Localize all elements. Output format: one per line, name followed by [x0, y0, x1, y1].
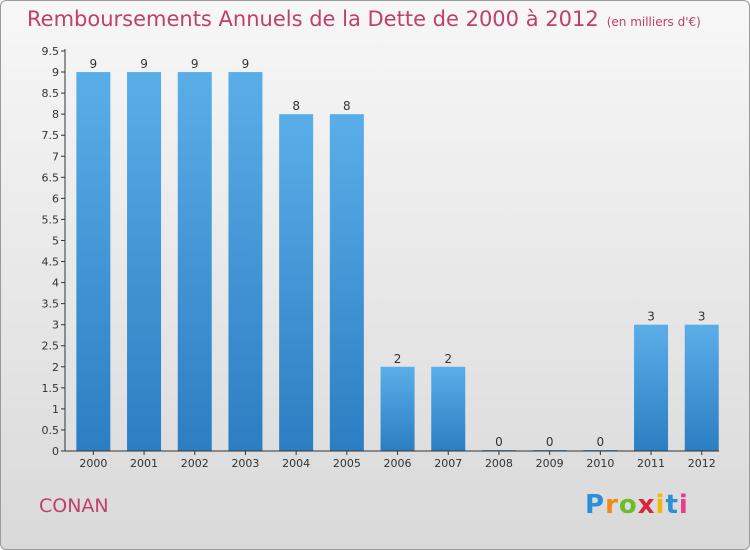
- x-tick-label-2011: 2011: [637, 457, 665, 470]
- y-tick-label: 7.5: [42, 129, 60, 142]
- data-label-2004: 8: [292, 99, 300, 113]
- x-tick-label-2007: 2007: [434, 457, 462, 470]
- data-label-2002: 9: [191, 57, 199, 71]
- y-tick-label: 4.5: [42, 256, 60, 269]
- y-tick-label: 1.5: [42, 382, 60, 395]
- bar-2001: [127, 72, 162, 451]
- data-label-2001: 9: [140, 57, 148, 71]
- y-tick-label: 9: [52, 66, 59, 79]
- data-label-2009: 0: [546, 435, 554, 449]
- bar-2004: [279, 114, 314, 451]
- y-tick-label: 3.5: [42, 298, 60, 311]
- city-name: CONAN: [39, 495, 109, 517]
- x-tick-label-2002: 2002: [181, 457, 209, 470]
- bar-2002: [177, 72, 212, 451]
- bar-2011: [634, 324, 669, 451]
- y-tick-label: 9.5: [42, 45, 60, 58]
- data-label-2011: 3: [647, 310, 655, 324]
- y-axis: 0 0.5 1 1.5 2 2.5 3 3.5 4 4.5 5 5.5 6 6.5 7 7.5 8 8.5 9 9.5: [42, 45, 66, 458]
- y-tick-label: 2: [52, 361, 59, 374]
- bars: 9 9 9 9 8 8 2 2 0 0 0 3 3: [76, 57, 719, 451]
- y-tick-label: 8.5: [42, 87, 60, 100]
- x-tick-label-2012: 2012: [688, 457, 716, 470]
- data-label-2005: 8: [343, 99, 351, 113]
- chart-title-text: Remboursements Annuels de la Dette de 20…: [27, 7, 599, 31]
- data-label-2008: 0: [495, 435, 503, 449]
- data-label-2003: 9: [242, 57, 250, 71]
- y-tick-label: 5.5: [42, 213, 60, 226]
- x-tick-label-2000: 2000: [79, 457, 107, 470]
- y-tick-label: 7: [52, 150, 59, 163]
- bar-2005: [329, 114, 364, 451]
- x-axis: 2000 2001 2002 2003 2004 2005 2006 2007 2008 2009…: [65, 450, 719, 470]
- y-tick-label: 6: [52, 192, 59, 205]
- x-tick-label-2005: 2005: [333, 457, 361, 470]
- y-tick-label: 6.5: [42, 171, 60, 184]
- data-label-2007: 2: [444, 352, 452, 366]
- bar-2006: [380, 366, 415, 451]
- y-tick-label: 0: [52, 445, 59, 458]
- y-tick-label: 8: [52, 108, 59, 121]
- bar-2007: [431, 366, 466, 451]
- x-tick-label-2009: 2009: [536, 457, 564, 470]
- y-tick-label: 5: [52, 234, 59, 247]
- x-tick-label-2008: 2008: [485, 457, 513, 470]
- x-tick-label-2001: 2001: [130, 457, 158, 470]
- y-tick-label: 3: [52, 319, 59, 332]
- y-tick-label: 4: [52, 277, 59, 290]
- unit-note: (en milliers d'€): [606, 15, 701, 29]
- x-tick-label-2003: 2003: [231, 457, 259, 470]
- x-tick-label-2006: 2006: [384, 457, 412, 470]
- y-tick-label: 0.5: [42, 424, 60, 437]
- chart-title: Remboursements Annuels de la Dette de 20…: [27, 7, 701, 31]
- data-label-2010: 0: [597, 435, 605, 449]
- bar-2012: [684, 324, 719, 451]
- proxiti-logo: Proxiti: [585, 490, 689, 520]
- bar-2000: [76, 72, 111, 451]
- x-tick-label-2004: 2004: [282, 457, 310, 470]
- bar-2003: [228, 72, 263, 451]
- data-label-2000: 9: [90, 57, 98, 71]
- x-tick-label-2010: 2010: [586, 457, 614, 470]
- y-tick-label: 2.5: [42, 340, 60, 353]
- data-label-2012: 3: [698, 310, 706, 324]
- data-label-2006: 2: [394, 352, 402, 366]
- y-tick-label: 1: [52, 403, 59, 416]
